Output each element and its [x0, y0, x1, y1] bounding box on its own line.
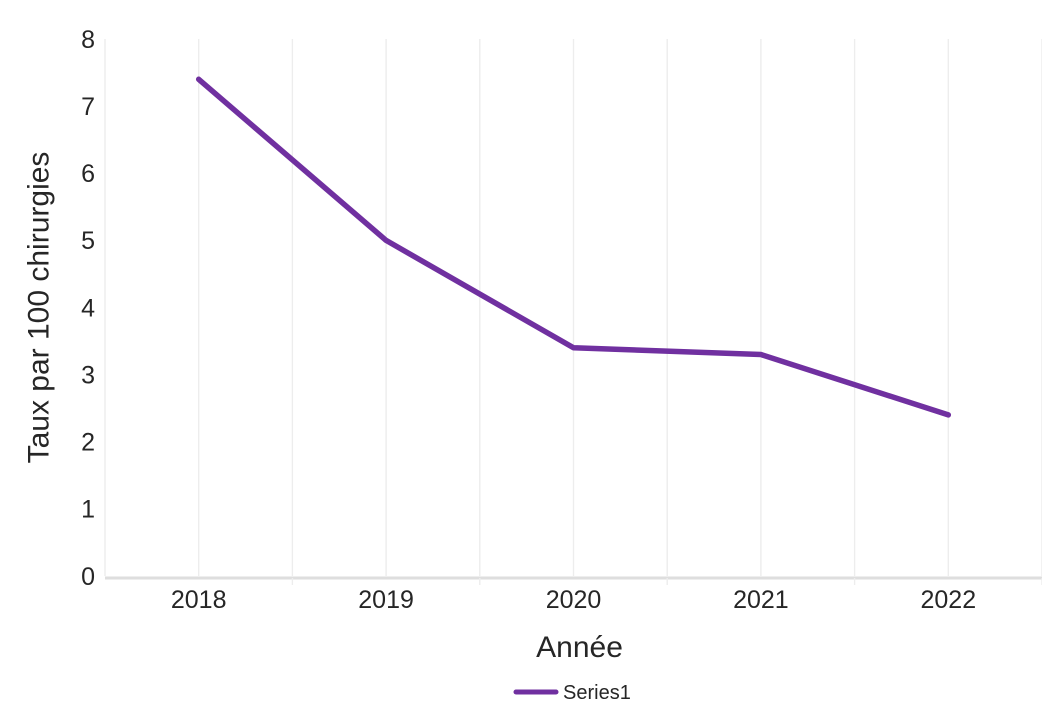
y-tick-label: 3	[81, 361, 95, 389]
y-tick-label: 4	[81, 294, 95, 322]
x-axis-tick-marks	[291, 578, 1042, 585]
y-tick-label: 5	[81, 227, 95, 255]
y-tick-label: 6	[81, 160, 95, 188]
y-tick-label: 2	[81, 429, 95, 457]
x-tick-label: 2018	[171, 586, 227, 614]
legend: Series1	[513, 682, 631, 704]
gridlines	[104, 39, 1042, 576]
x-tick-label: 2022	[920, 586, 976, 614]
x-tick-label: 2019	[358, 586, 414, 614]
y-tick-label: 1	[81, 496, 95, 524]
y-axis-tick-labels: 0 1 2 3 4 5 6 7 8	[81, 26, 95, 591]
legend-series-label: Series1	[563, 682, 631, 704]
series1-line	[195, 76, 952, 418]
y-axis-title: Taux par 100 chirurgies	[23, 152, 56, 464]
y-tick-label: 7	[81, 93, 95, 121]
y-tick-label: 8	[81, 26, 95, 54]
x-axis-title: Année	[536, 631, 623, 664]
y-tick-label: 0	[81, 563, 95, 591]
x-tick-label: 2020	[546, 586, 602, 614]
x-axis-tick-labels: 2018 2019 2020 2021 2022	[171, 586, 976, 614]
x-tick-label: 2021	[733, 586, 789, 614]
